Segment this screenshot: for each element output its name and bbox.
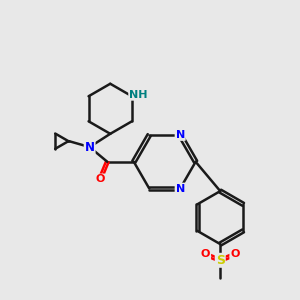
Text: S: S [216, 254, 225, 267]
Text: O: O [95, 174, 105, 184]
Text: N: N [176, 184, 185, 194]
Text: O: O [201, 249, 210, 260]
Text: NH: NH [129, 90, 148, 100]
Text: N: N [85, 141, 94, 154]
Text: O: O [230, 249, 240, 260]
Text: N: N [176, 130, 185, 140]
